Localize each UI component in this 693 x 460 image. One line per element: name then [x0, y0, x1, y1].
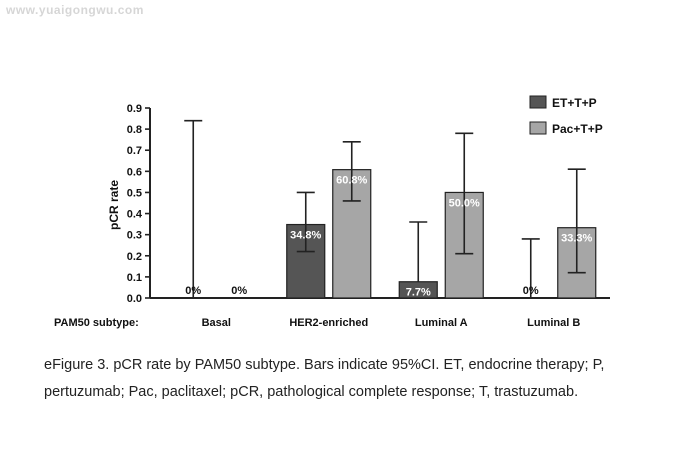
data-label: 60.8%: [336, 175, 367, 187]
watermark-text: www.yuaigongwu.com: [6, 3, 144, 17]
legend-label: Pac+T+P: [552, 122, 603, 136]
y-tick-label: 0.7: [127, 145, 142, 157]
data-label: 0%: [185, 285, 201, 297]
bar-chart: 0.0 0.1 0.2 0.3 0.4 0.5 0.6 0.7 0.8 0.9 pCR rate PA…: [54, 95, 610, 329]
data-label: 33.3%: [561, 233, 592, 245]
figure-caption: eFigure 3. pCR rate by PAM50 subtype. Ba…: [44, 357, 605, 400]
y-tick-label: 0.1: [127, 272, 142, 284]
y-tick-label: 0.0: [127, 293, 142, 305]
y-tick-label: 0.2: [127, 251, 142, 263]
y-tick-label: 0.4: [127, 209, 143, 221]
legend-swatch: [529, 95, 547, 109]
y-axis-title: pCR rate: [107, 180, 121, 230]
category-label: Basal: [202, 317, 231, 329]
data-label: 7.7%: [406, 287, 431, 299]
data-label: 0%: [523, 285, 539, 297]
category-label: HER2-enriched: [289, 317, 368, 329]
data-label: 0%: [231, 285, 247, 297]
y-tick-label: 0.3: [127, 230, 142, 242]
y-tick-label: 0.5: [127, 187, 142, 199]
category-label: Luminal B: [527, 317, 580, 329]
y-tick-label: 0.8: [127, 124, 142, 136]
data-label: 50.0%: [449, 197, 480, 209]
legend-swatch: [529, 121, 547, 135]
category-label: Luminal A: [415, 317, 468, 329]
y-tick-label: 0.6: [127, 166, 142, 178]
x-axis-title: PAM50 subtype:: [54, 317, 139, 329]
legend-label: ET+T+P: [552, 96, 597, 110]
data-label: 34.8%: [290, 230, 321, 242]
y-tick-label: 0.9: [127, 103, 142, 115]
